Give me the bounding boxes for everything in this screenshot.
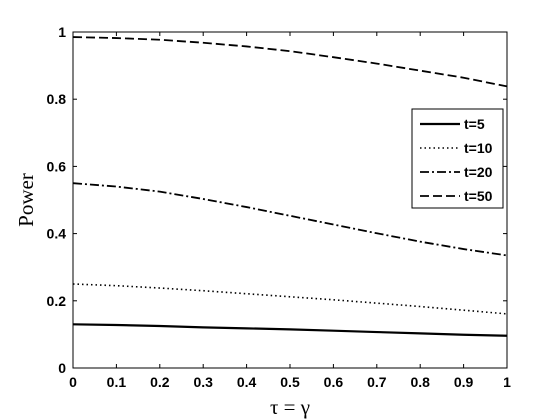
- x-tick-label: 0.8: [410, 374, 430, 390]
- x-axis-ticks: 0 0.1 0.2 0.3 0.4 0.5 0.6 0.7 0.8 0.9 1: [69, 32, 511, 390]
- y-tick-label: 0.6: [47, 158, 67, 174]
- y-axis-ticks: 0 0.2 0.4 0.6 0.8 1: [47, 24, 507, 376]
- y-axis-title: Power: [14, 173, 38, 227]
- series-line-t-5: [72, 323, 508, 337]
- x-tick-label: 0.4: [237, 374, 257, 390]
- x-tick-label: 0.3: [193, 374, 213, 390]
- legend-label: t=20: [464, 164, 493, 180]
- x-tick-label: 1: [503, 374, 511, 390]
- y-tick-label: 0.8: [47, 91, 67, 107]
- y-tick-label: 0: [58, 360, 66, 376]
- legend-box: [411, 108, 504, 209]
- series-line-t-50: [72, 36, 508, 88]
- x-tick-label: 0.5: [280, 374, 300, 390]
- legend: t=5 t=10 t=20 t=50: [411, 108, 504, 209]
- legend-label: t=50: [464, 188, 493, 204]
- x-tick-label: 0.1: [107, 374, 127, 390]
- legend-label: t=10: [464, 140, 493, 156]
- x-tick-label: 0.2: [150, 374, 170, 390]
- x-axis-title: τ = γ: [270, 395, 310, 419]
- y-tick-label: 1: [58, 24, 66, 40]
- series-line-t-10: [72, 283, 508, 315]
- series-line-t-20: [72, 182, 508, 257]
- x-tick-label: 0.9: [454, 374, 474, 390]
- y-tick-label: 0.4: [47, 226, 67, 242]
- x-tick-label: 0.6: [324, 374, 344, 390]
- x-tick-label: 0.7: [367, 374, 387, 390]
- series-lines: [72, 36, 508, 337]
- y-tick-label: 0.2: [47, 293, 67, 309]
- legend-label: t=5: [464, 116, 485, 132]
- x-tick-label: 0: [69, 374, 77, 390]
